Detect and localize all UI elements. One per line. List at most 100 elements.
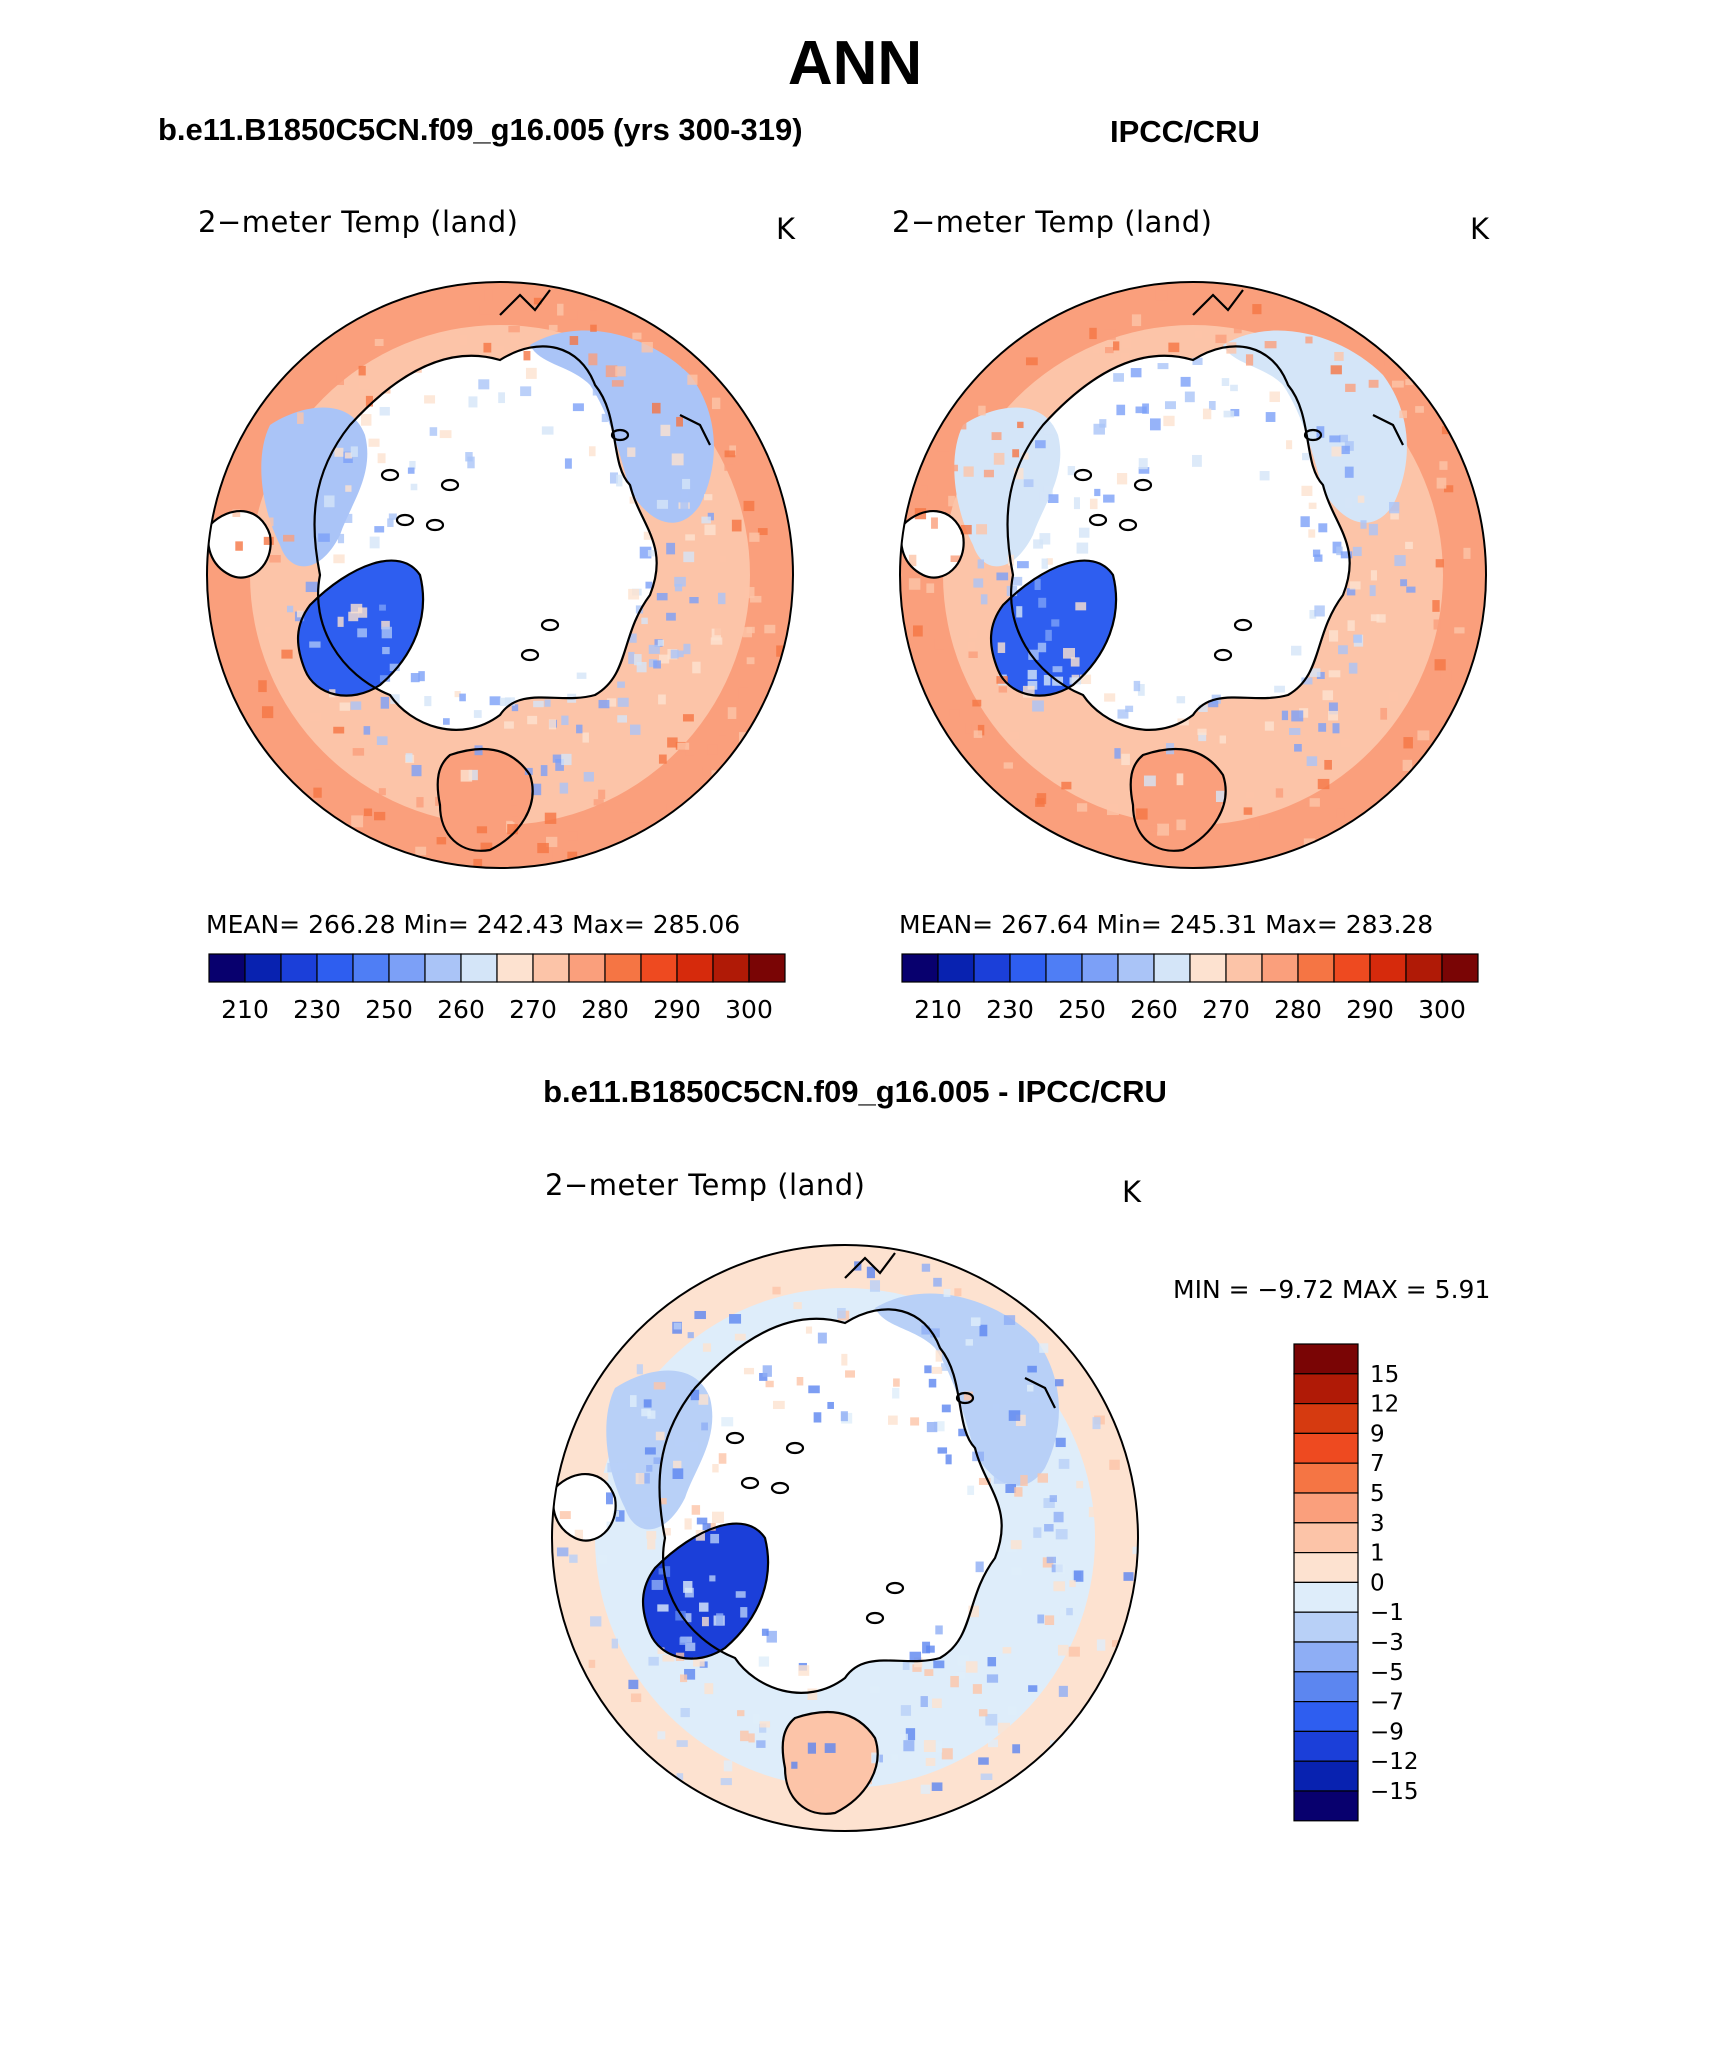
obs-colorbar-swatch: [1261, 953, 1299, 983]
diff-colorbar-swatch: [1293, 1343, 1359, 1375]
model-variable-label: 2−meter Temp (land): [198, 205, 519, 239]
diff-polar-map: [551, 1244, 1139, 1832]
diff-colorbar-tick-label: 7: [1370, 1451, 1385, 1477]
obs-colorbar-swatch: [973, 953, 1011, 983]
obs-colorbar-swatch: [1081, 953, 1119, 983]
diff-colorbar-tick-label: 0: [1370, 1570, 1385, 1596]
diff-colorbar-tick-label: 12: [1370, 1392, 1399, 1418]
obs-colorbar-swatch: [1117, 953, 1155, 983]
model-colorbar-swatch: [604, 953, 642, 983]
diff-colorbar-tick-label: −9: [1370, 1719, 1404, 1745]
model-colorbar-swatch: [712, 953, 750, 983]
obs-colorbar-swatch: [1189, 953, 1227, 983]
model-colorbar-tick-label: 290: [653, 995, 701, 1024]
land-field: [552, 1245, 1138, 1831]
diff-colorbar-tick-label: −1: [1370, 1600, 1404, 1626]
model-panel-title: b.e11.B1850C5CN.f09_g16.005 (yrs 300-319…: [158, 112, 803, 147]
model-colorbar-swatch: [388, 953, 426, 983]
coastlines: [552, 1252, 1056, 1815]
diff-colorbar-swatch: [1293, 1373, 1359, 1405]
coastlines: [900, 289, 1404, 852]
obs-colorbar-swatch: [1153, 953, 1191, 983]
model-colorbar-swatch: [748, 953, 786, 983]
diff-colorbar-swatch: [1293, 1671, 1359, 1703]
diff-colorbar-tick-label: −3: [1370, 1630, 1404, 1656]
diff-colorbar-swatch: [1293, 1790, 1359, 1822]
diff-colorbar-swatch: [1293, 1402, 1359, 1434]
obs-colorbar-tick-label: 290: [1346, 995, 1394, 1024]
diff-colorbar-swatch: [1293, 1552, 1359, 1584]
diff-colorbar-tick-label: −5: [1370, 1660, 1404, 1686]
diff-colorbar-swatch: [1293, 1701, 1359, 1733]
obs-units-label: K: [1470, 212, 1490, 246]
diff-colorbar: 15 12 9 7 5 3 1 0 −1 −3 −5 −7 −9 −12 −15: [1293, 1343, 1419, 1822]
model-colorbar-swatch: [460, 953, 498, 983]
diff-panel-title: b.e11.B1850C5CN.f09_g16.005 - IPCC/CRU: [543, 1074, 1167, 1109]
obs-colorbar-swatch: [1369, 953, 1407, 983]
obs-colorbar-swatch: [1297, 953, 1335, 983]
obs-colorbar-tick-label: 270: [1202, 995, 1250, 1024]
obs-colorbar-swatch: [937, 953, 975, 983]
diff-colorbar-tick-label: 15: [1370, 1362, 1399, 1388]
diff-units-label: K: [1122, 1175, 1142, 1209]
obs-colorbar-swatch: [1441, 953, 1479, 983]
obs-stats: MEAN= 267.64 Min= 245.31 Max= 283.28: [899, 910, 1434, 939]
model-colorbar-tick-label: 300: [725, 995, 773, 1024]
model-stats: MEAN= 266.28 Min= 242.43 Max= 285.06: [206, 910, 741, 939]
obs-variable-label: 2−meter Temp (land): [892, 205, 1213, 239]
diff-colorbar-tick-label: −7: [1370, 1690, 1404, 1716]
diff-colorbar-swatch: [1293, 1760, 1359, 1792]
model-colorbar-swatch: [496, 953, 534, 983]
model-colorbar-swatch: [280, 953, 318, 983]
obs-colorbar-tick-label: 300: [1418, 995, 1466, 1024]
map-boundary: [206, 281, 794, 869]
diff-colorbar-swatch: [1293, 1611, 1359, 1643]
obs-panel-title: IPCC/CRU: [1110, 114, 1260, 149]
obs-colorbar-swatch: [1405, 953, 1443, 983]
model-colorbar-tick-label: 280: [581, 995, 629, 1024]
diff-colorbar-tick-label: −12: [1370, 1749, 1419, 1775]
model-colorbar-tick-label: 250: [365, 995, 413, 1024]
map-boundary: [899, 281, 1487, 869]
diff-colorbar-tick-label: 3: [1370, 1511, 1385, 1537]
diff-colorbar-swatch: [1293, 1641, 1359, 1673]
coastlines: [207, 289, 711, 852]
model-colorbar: 210 230 250 260 270 280 290 300: [208, 953, 786, 1024]
diff-colorbar-tick-label: −15: [1370, 1779, 1419, 1805]
obs-colorbar-swatch: [1045, 953, 1083, 983]
diff-colorbar-swatch: [1293, 1522, 1359, 1554]
model-colorbar-swatch: [676, 953, 714, 983]
model-colorbar-swatch: [352, 953, 390, 983]
diff-colorbar-swatch: [1293, 1462, 1359, 1494]
diff-minmax: MIN = −9.72 MAX = 5.91: [1173, 1275, 1491, 1304]
diff-colorbar-swatch: [1293, 1432, 1359, 1464]
model-colorbar-swatch: [316, 953, 354, 983]
diff-colorbar-swatch: [1293, 1492, 1359, 1524]
model-colorbar-swatch: [568, 953, 606, 983]
obs-colorbar-swatch: [1333, 953, 1371, 983]
model-colorbar-swatch: [208, 953, 246, 983]
model-colorbar-swatch: [640, 953, 678, 983]
land-field: [900, 282, 1486, 868]
model-polar-map: [206, 281, 794, 869]
model-colorbar-tick-label: 230: [293, 995, 341, 1024]
diff-colorbar-swatch: [1293, 1581, 1359, 1613]
figure-title: ANN: [787, 29, 923, 98]
model-colorbar-swatch: [424, 953, 462, 983]
model-colorbar-swatch: [244, 953, 282, 983]
model-colorbar-swatch: [532, 953, 570, 983]
obs-colorbar-tick-label: 230: [986, 995, 1034, 1024]
model-units-label: K: [776, 212, 796, 246]
model-colorbar-tick-label: 210: [221, 995, 269, 1024]
obs-colorbar-tick-label: 280: [1274, 995, 1322, 1024]
model-colorbar-tick-label: 270: [509, 995, 557, 1024]
diff-colorbar-swatch: [1293, 1730, 1359, 1762]
obs-colorbar-swatch: [1009, 953, 1047, 983]
diff-colorbar-tick-label: 9: [1370, 1421, 1385, 1447]
model-colorbar-tick-label: 260: [437, 995, 485, 1024]
diff-variable-label: 2−meter Temp (land): [545, 1168, 866, 1202]
land-field: [207, 282, 793, 868]
obs-colorbar-swatch: [901, 953, 939, 983]
obs-colorbar-tick-label: 260: [1130, 995, 1178, 1024]
obs-colorbar: 210 230 250 260 270 280 290 300: [901, 953, 1479, 1024]
